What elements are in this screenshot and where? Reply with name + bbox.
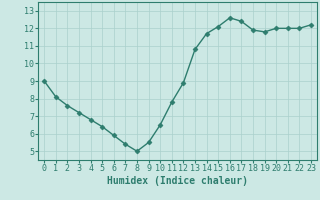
X-axis label: Humidex (Indice chaleur): Humidex (Indice chaleur) bbox=[107, 176, 248, 186]
